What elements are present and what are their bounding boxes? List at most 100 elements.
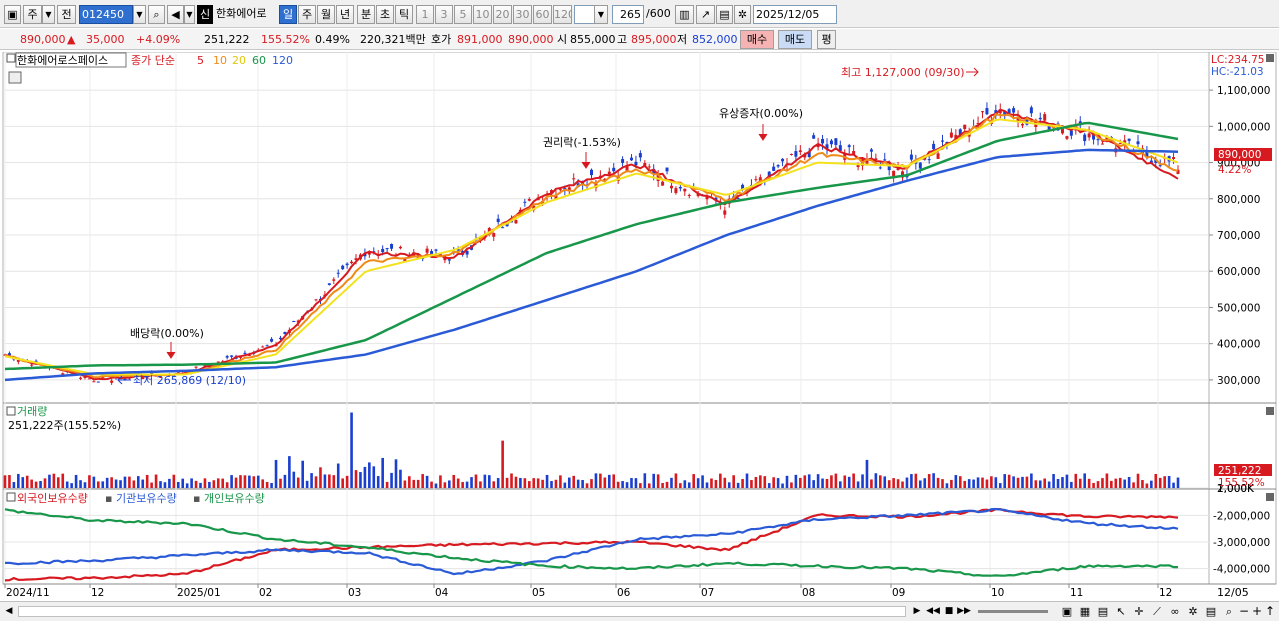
interval-1-button[interactable]: 1	[416, 5, 434, 24]
stock-code-input[interactable]: 012450	[79, 5, 133, 24]
bar-count-input[interactable]: 265	[612, 5, 644, 24]
save-icon[interactable]: ▤	[716, 5, 733, 24]
candle-body	[687, 194, 691, 196]
fast-forward-icon[interactable]: ▶▶	[957, 606, 971, 616]
settings-icon[interactable]: ✲	[1188, 605, 1198, 618]
volume-bar	[305, 480, 309, 488]
market-select-button[interactable]: 주	[23, 5, 42, 24]
legend-checkbox-icon[interactable]	[6, 53, 16, 63]
link-icon[interactable]: ∞	[1170, 605, 1180, 618]
interval-dropdown-icon[interactable]: ▼	[594, 5, 608, 24]
volume-bar	[590, 479, 593, 488]
volume-panel-close-icon[interactable]	[1266, 407, 1274, 415]
zoom-in-icon[interactable]: +	[1251, 604, 1263, 618]
low-price: 852,000	[692, 33, 738, 46]
legend-foreign-holdings: 외국인보유수량	[17, 492, 88, 505]
volume-bar	[652, 473, 656, 488]
period-year-tab[interactable]: 년	[336, 5, 354, 24]
drawing-tool-icon[interactable]: ↗	[696, 5, 715, 24]
holdings-panel-close-icon[interactable]	[1266, 493, 1274, 501]
legend-individual-holdings: 개인보유수량	[204, 492, 265, 505]
buy-button[interactable]: 매수	[740, 30, 774, 49]
volume-bar	[479, 481, 482, 488]
speaker-icon[interactable]: ◀	[167, 5, 184, 24]
period-week-tab[interactable]: 주	[298, 5, 316, 24]
search-icon[interactable]: ⌕	[148, 5, 165, 24]
legend-separator-icon: ▪	[105, 492, 112, 505]
save-icon[interactable]: ▤	[1205, 605, 1217, 618]
volume-bar	[985, 479, 989, 488]
arrow-up-icon[interactable]: ↑	[1264, 604, 1276, 618]
volume-bar	[514, 476, 518, 488]
volume-bar	[1127, 476, 1131, 488]
volume-bar	[967, 479, 971, 488]
period-tick-tab[interactable]: 틱	[395, 5, 413, 24]
period-day-tab[interactable]: 일	[279, 5, 297, 24]
legend-stock-name[interactable]: 한화에어로스페이스	[17, 54, 108, 67]
interval-20-button[interactable]: 20	[493, 5, 512, 24]
price-panel-close-icon[interactable]	[1266, 54, 1274, 62]
period-month-tab[interactable]: 월	[317, 5, 335, 24]
holdings-checkbox-icon[interactable]	[6, 492, 16, 502]
candle-type-icon[interactable]: ▥	[675, 5, 694, 24]
volume-bar	[647, 483, 651, 488]
volume-bar	[225, 482, 229, 488]
volume-bar	[674, 473, 678, 488]
interval-30-button[interactable]: 30	[513, 5, 532, 24]
scroll-left-icon[interactable]: ◀	[5, 606, 13, 616]
type-select-button[interactable]: 전	[57, 5, 76, 24]
horizontal-scrollbar-track[interactable]	[18, 606, 906, 617]
ask-price: 891,000	[457, 33, 503, 46]
rewind-icon[interactable]: ◀◀	[926, 606, 940, 616]
volume-checkbox-icon[interactable]	[6, 406, 16, 416]
grid-icon[interactable]: ▦	[1079, 605, 1091, 618]
cursor-icon[interactable]: ↖	[1116, 605, 1126, 618]
window-menu-icon[interactable]: ▣	[4, 5, 21, 24]
stop-icon[interactable]: ■	[944, 606, 954, 616]
sell-button[interactable]: 매도	[778, 30, 812, 49]
zoom-out-icon[interactable]: −	[1238, 604, 1250, 618]
annotation-low-arrow	[117, 375, 131, 385]
candle-body	[865, 159, 869, 166]
x-tick-label: 2025/01	[177, 587, 221, 599]
volume-bar	[1052, 474, 1055, 488]
volume-bar	[941, 479, 944, 488]
calculator-icon[interactable]	[8, 71, 22, 84]
code-dropdown-icon[interactable]: ▼	[133, 5, 146, 24]
stock-chart[interactable]: 1,100,0001,000,000900,000800,000700,0006…	[0, 52, 1279, 600]
x-tick-label: 02	[259, 587, 272, 599]
volume-bar	[723, 477, 727, 488]
candle-body	[243, 352, 247, 354]
zoom-search-icon[interactable]: ⌕	[1225, 605, 1233, 618]
volume-bar	[847, 476, 851, 488]
period-second-tab[interactable]: 초	[376, 5, 394, 24]
chevron-down-icon[interactable]: ▼	[42, 5, 55, 24]
volume-bar	[83, 482, 87, 488]
volume-bar	[1061, 477, 1064, 488]
interval-60-button[interactable]: 60	[533, 5, 552, 24]
layout-icon[interactable]: ▣	[1061, 605, 1073, 618]
current-price-tag-text: 890,000	[1218, 149, 1261, 161]
list-icon[interactable]: ▤	[1097, 605, 1109, 618]
period-minute-tab[interactable]: 분	[357, 5, 375, 24]
zoom-slider[interactable]	[978, 610, 1048, 613]
ruler-icon[interactable]: ⟋	[1153, 605, 1161, 618]
gear-icon[interactable]: ✲	[734, 5, 751, 24]
interval-120-button[interactable]: 120	[553, 5, 572, 24]
speaker-dropdown-icon[interactable]: ▼	[184, 5, 195, 24]
candle-body	[558, 189, 562, 191]
candle-body	[1092, 133, 1096, 140]
date-input[interactable]: 2025/12/05	[753, 5, 837, 24]
chart-area[interactable]: 1,100,000 1,000,000 900,000 800,000 700,000 6…	[0, 52, 1279, 600]
crosshair-icon[interactable]: ✛	[1134, 605, 1144, 618]
interval-10-button[interactable]: 10	[473, 5, 492, 24]
scroll-right-icon[interactable]: ▶	[913, 606, 921, 616]
interval-5-button[interactable]: 5	[454, 5, 472, 24]
candle-body	[385, 248, 389, 250]
x-tick-label: 10	[991, 587, 1004, 599]
x-tick-label: 11	[1070, 587, 1083, 599]
interval-3-button[interactable]: 3	[435, 5, 453, 24]
eval-button[interactable]: 평	[817, 30, 836, 49]
candle-body	[594, 182, 598, 188]
open-price: 855,000	[570, 33, 616, 46]
